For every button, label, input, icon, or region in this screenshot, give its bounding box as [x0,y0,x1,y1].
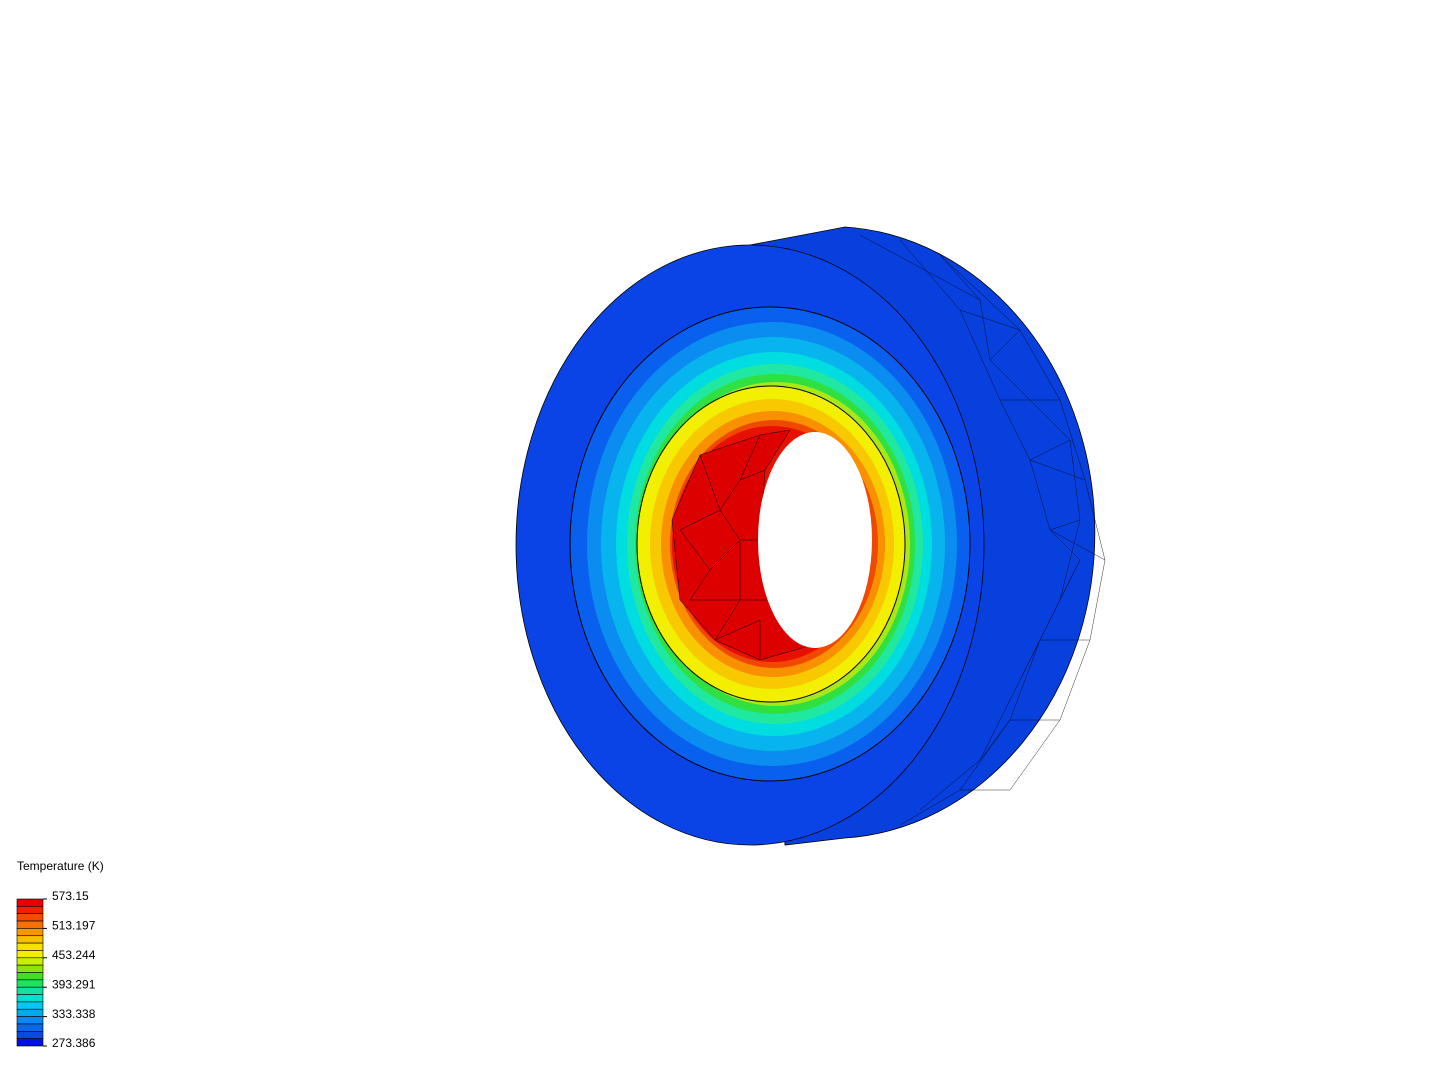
color-band [16,1038,44,1047]
ring-model [515,226,1106,846]
tick-label: 393.291 [52,977,96,991]
mesh-lines [859,234,1106,826]
color-band [16,1031,44,1039]
color-band [16,920,44,929]
color-band [16,964,44,973]
color-band [16,935,44,944]
color-band [16,1016,44,1025]
color-band [16,1008,44,1017]
color-band [16,986,44,995]
color-legend: Temperature (K) 573.15 513.197 453.244 393.… [16,859,104,1050]
color-band [16,994,44,1003]
color-band [16,906,44,914]
color-band [16,950,44,959]
legend-ticks: 573.15 513.197 453.244 393.291 333.338 273.38… [43,889,96,1050]
color-band [16,1001,44,1010]
color-band [16,942,44,951]
color-band [16,1023,44,1032]
tick-label: 453.244 [52,948,96,962]
color-band [16,913,44,922]
tick-label: 513.197 [52,919,96,933]
tick-label: 333.338 [52,1007,96,1021]
color-band [16,957,44,966]
bore-mesh [679,434,770,660]
color-band [16,928,44,937]
color-bar [16,898,44,1047]
legend-title: Temperature (K) [17,859,104,873]
color-band [16,972,44,981]
color-band [16,898,44,907]
tick-label: 573.15 [52,889,89,903]
bore-hole [758,432,872,648]
tick-label: 273.386 [52,1036,96,1050]
color-band [16,979,44,988]
